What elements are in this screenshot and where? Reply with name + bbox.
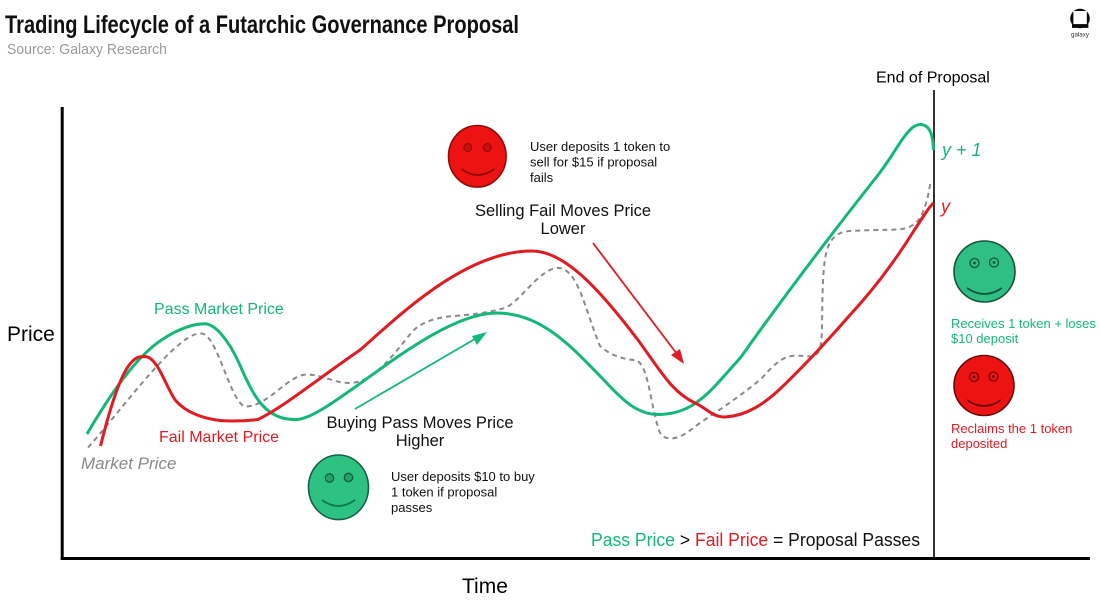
svg-text:User deposits 1 token to: User deposits 1 token to bbox=[530, 139, 670, 154]
svg-text:Time: Time bbox=[462, 575, 508, 598]
svg-text:Receives 1 token + loses: Receives 1 token + loses bbox=[951, 316, 1096, 331]
svg-text:fails: fails bbox=[530, 170, 554, 185]
svg-text:Fail Market Price: Fail Market Price bbox=[159, 429, 279, 446]
svg-text:y: y bbox=[939, 197, 951, 217]
svg-text:Reclaims the 1 token: Reclaims the 1 token bbox=[951, 421, 1072, 436]
svg-text:y + 1: y + 1 bbox=[940, 140, 982, 160]
svg-text:passes: passes bbox=[391, 500, 433, 515]
svg-text:Higher: Higher bbox=[396, 432, 445, 450]
svg-text:Pass Price > Fail Price = Prop: Pass Price > Fail Price = Proposal Passe… bbox=[591, 530, 920, 550]
svg-text:Buying Pass Moves Price: Buying Pass Moves Price bbox=[326, 414, 513, 432]
svg-text:galaxy: galaxy bbox=[1071, 33, 1089, 39]
svg-text:End of Proposal: End of Proposal bbox=[876, 70, 990, 87]
svg-text:Selling Fail Moves Price: Selling Fail Moves Price bbox=[475, 202, 651, 220]
svg-text:Source: Galaxy Research: Source: Galaxy Research bbox=[7, 41, 167, 58]
svg-text:deposited: deposited bbox=[951, 436, 1007, 451]
svg-text:Market Price: Market Price bbox=[81, 454, 176, 473]
svg-text:Trading Lifecycle of a Futarch: Trading Lifecycle of a Futarchic Governa… bbox=[5, 11, 519, 39]
svg-text:Lower: Lower bbox=[541, 220, 586, 238]
svg-text:sell for $15 if proposal: sell for $15 if proposal bbox=[530, 155, 657, 170]
svg-text:Price: Price bbox=[7, 323, 55, 346]
svg-text:User deposits $10 to buy: User deposits $10 to buy bbox=[391, 469, 535, 484]
svg-text:1 token if proposal: 1 token if proposal bbox=[391, 485, 497, 500]
svg-text:$10 deposit: $10 deposit bbox=[951, 331, 1019, 346]
svg-text:Pass Market Price: Pass Market Price bbox=[154, 301, 284, 318]
